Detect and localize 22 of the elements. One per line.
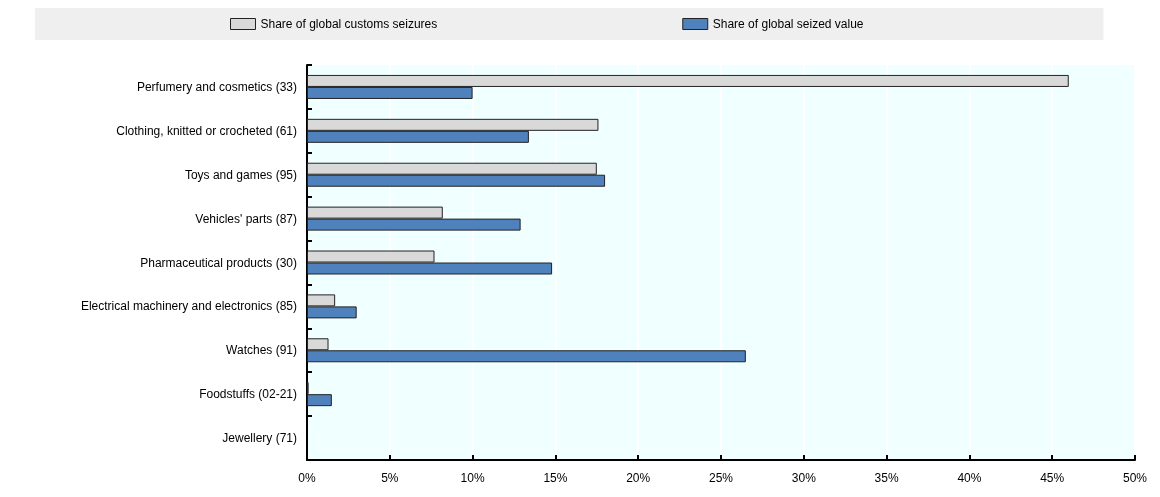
x-tick-label: 40%: [957, 471, 982, 485]
x-tick-label: 30%: [791, 471, 817, 485]
y-tick-label: Vehicles' parts (87): [195, 211, 297, 226]
y-tick-label: Toys and games (95): [184, 167, 297, 182]
x-tick-label: 5%: [381, 471, 399, 485]
y-tick-label: Foodstuffs (02-21): [199, 387, 297, 402]
legend-label: Share of global customs seizures: [260, 17, 438, 31]
legend-label: Share of global seized value: [712, 17, 864, 31]
y-tick-label: Pharmaceutical products (30): [140, 255, 297, 270]
x-tick-label: 10%: [460, 471, 485, 485]
y-tick-label: Clothing, knitted or crocheted (61): [116, 123, 297, 138]
y-tick-label: Jewellery (71): [222, 431, 297, 446]
x-tick-label: 15%: [543, 471, 568, 485]
y-tick-label: Electrical machinery and electronics (85): [80, 299, 297, 314]
x-tick-label: 50%: [1122, 471, 1148, 485]
x-tick-label: 0%: [298, 471, 316, 485]
x-tick-label: 35%: [874, 471, 899, 485]
x-tick-label: 20%: [626, 471, 651, 485]
y-tick-label: Perfumery and cosmetics (33): [136, 79, 297, 94]
x-tick-label: 45%: [1040, 471, 1065, 485]
y-tick-label: Watches (91): [226, 343, 297, 358]
x-tick-label: 25%: [708, 471, 734, 485]
